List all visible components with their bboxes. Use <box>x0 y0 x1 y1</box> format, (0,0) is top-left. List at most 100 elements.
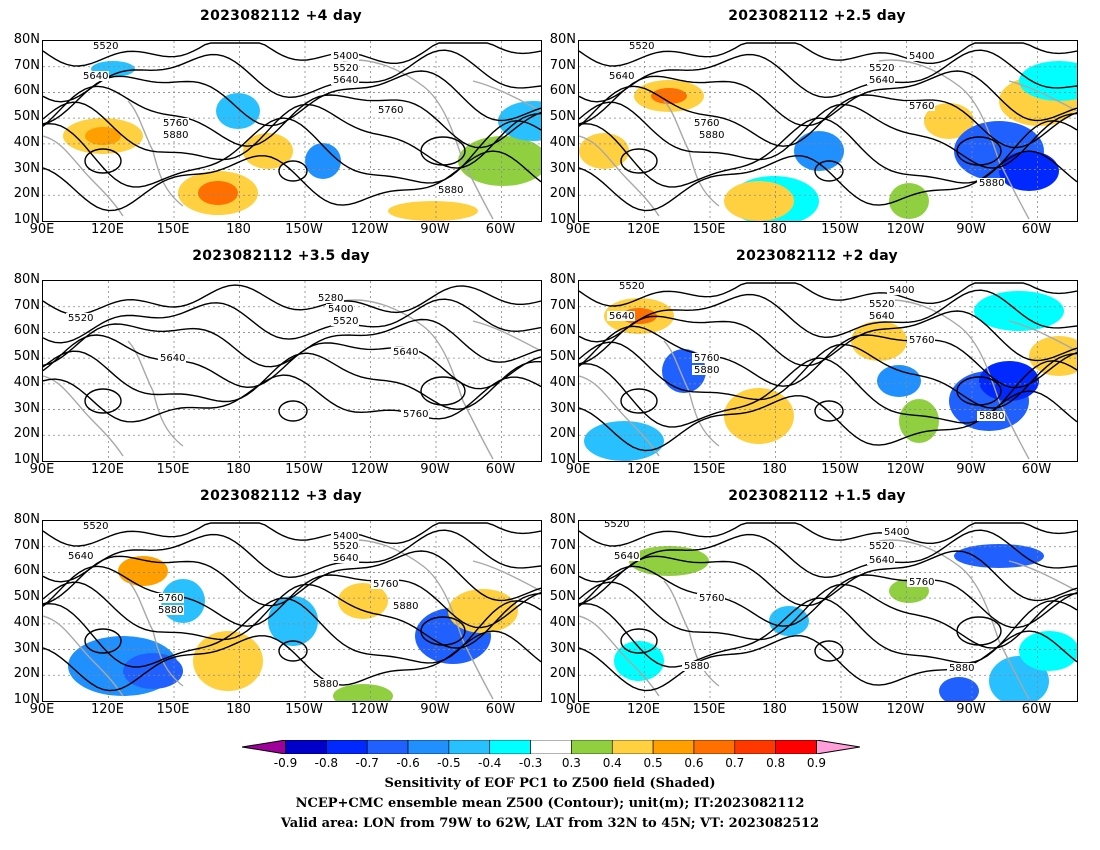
z500-contour <box>579 581 1077 649</box>
shaded-region <box>974 291 1064 331</box>
contour-label: 5640 <box>609 311 634 322</box>
contour-label: 5760 <box>699 593 724 604</box>
lon-tick-label: 180 <box>762 222 787 237</box>
contour-label: 5400 <box>909 51 934 62</box>
colorbar-max-arrow <box>815 740 860 754</box>
lat-tick-label: 30N <box>13 640 40 656</box>
contour-label: 5520 <box>604 521 629 530</box>
contour-label-bg <box>81 71 109 81</box>
contour-label-bg <box>697 130 725 140</box>
lat-tick-label: 30N <box>549 160 576 176</box>
lat-tick-label: 40N <box>13 134 40 150</box>
lon-tick-label: 150E <box>692 222 726 237</box>
lon-tick-label: 90E <box>29 702 55 717</box>
coastline <box>472 560 541 592</box>
lat-tick-label: 80N <box>13 512 40 527</box>
lat-tick-label: 20N <box>13 186 40 202</box>
lat-tick-label: 60N <box>13 83 40 99</box>
coastline <box>663 100 720 207</box>
coastline <box>472 320 541 352</box>
z500-contour <box>579 101 1077 169</box>
contour-label-bg <box>882 527 910 537</box>
shaded-region <box>899 399 939 443</box>
lon-tick-label: 150W <box>285 222 323 237</box>
contour-label: 5880 <box>313 679 338 690</box>
lon-tick-label: 90E <box>565 462 591 477</box>
contour-label-bg <box>617 281 645 291</box>
lon-tick-label: 90W <box>420 702 450 717</box>
z500-contour <box>579 70 1077 127</box>
lon-tick-label: 120W <box>350 702 389 717</box>
contour-label-bg <box>331 316 359 326</box>
colorbar-tick-label: 0.4 <box>602 756 622 770</box>
contour-label-bg <box>907 51 935 61</box>
contour-label: 5760 <box>909 101 934 112</box>
map-panel: 2023082112 +2.5 day 80N 70N 60N 50N 40N 30N 20N… <box>538 8 1096 248</box>
shaded-region <box>999 151 1059 191</box>
lon-tick-label: 150W <box>285 462 323 477</box>
contour-label-bg <box>907 577 935 587</box>
z500-contour <box>579 282 1077 307</box>
z500-closed-contour <box>420 616 466 646</box>
contour-label-bg <box>331 75 359 85</box>
lat-tick-label: 50N <box>549 109 576 125</box>
lat-tick-label: 20N <box>549 666 576 682</box>
contour-label: 5400 <box>333 51 358 62</box>
z500-contour <box>43 581 541 649</box>
contour-label-bg <box>692 118 720 128</box>
z500-closed-contour <box>956 616 1002 646</box>
contour-label: 5520 <box>629 41 654 52</box>
panel-title: 2023082112 +3.5 day <box>192 248 370 264</box>
z500-closed-contour <box>278 400 308 422</box>
z500-contour <box>43 350 541 411</box>
shaded-region <box>851 321 907 361</box>
shaded-region <box>1019 61 1077 101</box>
colorbar-tick-label: -0.8 <box>314 756 339 770</box>
shaded-region <box>338 583 388 619</box>
coastline <box>878 59 1030 220</box>
map-plot-area: 5520 5640 5400 5520 5640 5760 5760 5880 5880 <box>42 40 542 222</box>
lon-tick-label: 150E <box>692 702 726 717</box>
lat-tick-label: 70N <box>13 57 40 73</box>
lon-tick-label: 150W <box>285 702 323 717</box>
z500-closed-contour <box>620 628 658 654</box>
coastline <box>1008 320 1077 352</box>
lat-tick-label: 50N <box>549 349 576 365</box>
lat-tick-label: 10N <box>549 452 576 467</box>
contour-label-bg <box>376 105 404 115</box>
colorbar-bin <box>734 740 776 754</box>
shaded-region <box>118 556 168 586</box>
lon-tick-label: 120W <box>886 222 925 237</box>
z500-closed-contour <box>814 400 844 422</box>
contour-label-bg <box>697 593 725 603</box>
coastline <box>878 539 1030 700</box>
contour-label-bg <box>66 313 94 323</box>
z500-contour <box>43 318 541 368</box>
contour-label: 5760 <box>909 335 934 346</box>
map-plot-area: 5520 5640 5400 5520 5640 5760 5760 5880 5880 <box>578 280 1078 462</box>
colorbar-bin <box>285 740 327 754</box>
lat-tick-label: 60N <box>549 83 576 99</box>
map-panel: 2023082112 +3 day 80N 70N 60N 50N 40N 30N 20N 10… <box>2 488 560 728</box>
contour-label: 5880 <box>699 130 724 141</box>
colorbar-tick-label: 0.5 <box>643 756 663 770</box>
contour-label-bg <box>977 178 1005 188</box>
contour-label: 5520 <box>869 63 894 74</box>
contour-label-bg <box>627 41 655 51</box>
colorbar-tick-label: 0.3 <box>561 756 581 770</box>
colorbar-bin <box>571 740 613 754</box>
contour-label: 5640 <box>333 75 358 86</box>
coastline <box>579 375 660 457</box>
lon-tick-label: 180 <box>762 462 787 477</box>
lat-tick-label: 10N <box>13 212 40 227</box>
shaded-region <box>724 181 794 221</box>
lat-tick-label: 50N <box>13 109 40 125</box>
shaded-region <box>193 631 263 691</box>
contour-label: 5640 <box>869 75 894 86</box>
contour-label: 5880 <box>393 601 418 612</box>
lon-tick-label: 120E <box>90 702 125 717</box>
contour-label-bg <box>977 411 1005 421</box>
lon-tick-label: 180 <box>226 222 251 237</box>
lat-tick-label: 20N <box>549 426 576 442</box>
